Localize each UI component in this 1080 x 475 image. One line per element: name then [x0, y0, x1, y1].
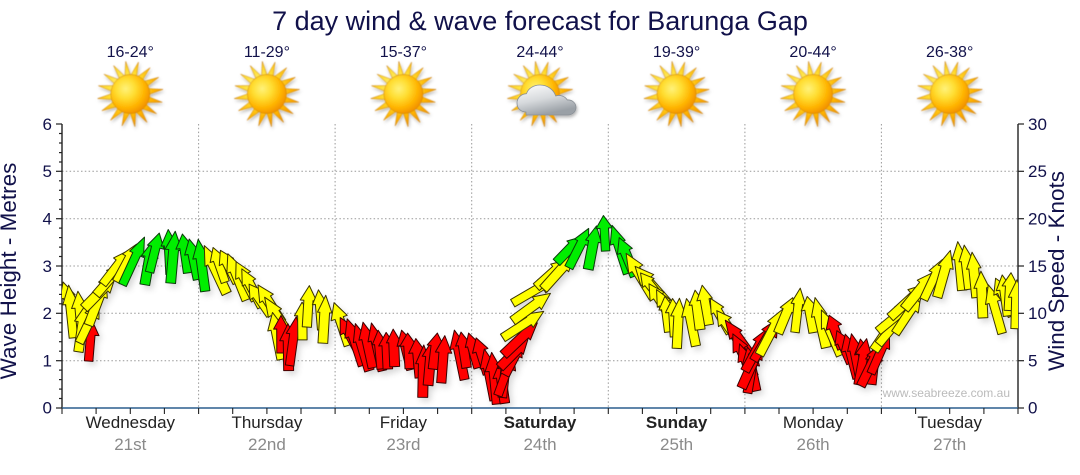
- svg-text:24-44°: 24-44°: [516, 44, 563, 61]
- svg-text:11-29°: 11-29°: [244, 44, 290, 61]
- svg-text:Wave Height - Metres: Wave Height - Metres: [0, 163, 21, 380]
- svg-text:0: 0: [1028, 399, 1037, 418]
- svg-text:23rd: 23rd: [386, 435, 420, 454]
- svg-text:Tuesday: Tuesday: [917, 413, 982, 432]
- svg-text:19-39°: 19-39°: [653, 44, 700, 61]
- svg-text:0: 0: [43, 399, 52, 418]
- svg-text:27th: 27th: [933, 435, 966, 454]
- svg-text:Wind Speed - Knots: Wind Speed - Knots: [1044, 171, 1069, 371]
- svg-text:26th: 26th: [797, 435, 830, 454]
- svg-text:Monday: Monday: [783, 413, 844, 432]
- svg-text:Saturday: Saturday: [504, 413, 577, 432]
- svg-text:Wednesday: Wednesday: [86, 413, 176, 432]
- svg-text:30: 30: [1028, 115, 1047, 134]
- svg-text:26-38°: 26-38°: [926, 44, 973, 61]
- svg-text:22nd: 22nd: [248, 435, 286, 454]
- svg-text:21st: 21st: [114, 435, 146, 454]
- svg-text:3: 3: [43, 257, 52, 276]
- svg-text:1: 1: [43, 352, 52, 371]
- svg-text:Thursday: Thursday: [231, 413, 302, 432]
- svg-text:4: 4: [43, 210, 52, 229]
- svg-text:15-37°: 15-37°: [380, 44, 427, 61]
- svg-text:Friday: Friday: [380, 413, 428, 432]
- svg-text:16-24°: 16-24°: [107, 44, 154, 61]
- svg-text:2: 2: [43, 304, 52, 323]
- svg-text:24th: 24th: [523, 435, 556, 454]
- svg-text:25th: 25th: [660, 435, 693, 454]
- svg-text:5: 5: [43, 162, 52, 181]
- svg-text:6: 6: [43, 115, 52, 134]
- svg-text:www.seabreeze.com.au: www.seabreeze.com.au: [882, 386, 1010, 400]
- svg-text:Sunday: Sunday: [646, 413, 708, 432]
- svg-text:20-44°: 20-44°: [789, 44, 836, 61]
- svg-text:5: 5: [1028, 352, 1037, 371]
